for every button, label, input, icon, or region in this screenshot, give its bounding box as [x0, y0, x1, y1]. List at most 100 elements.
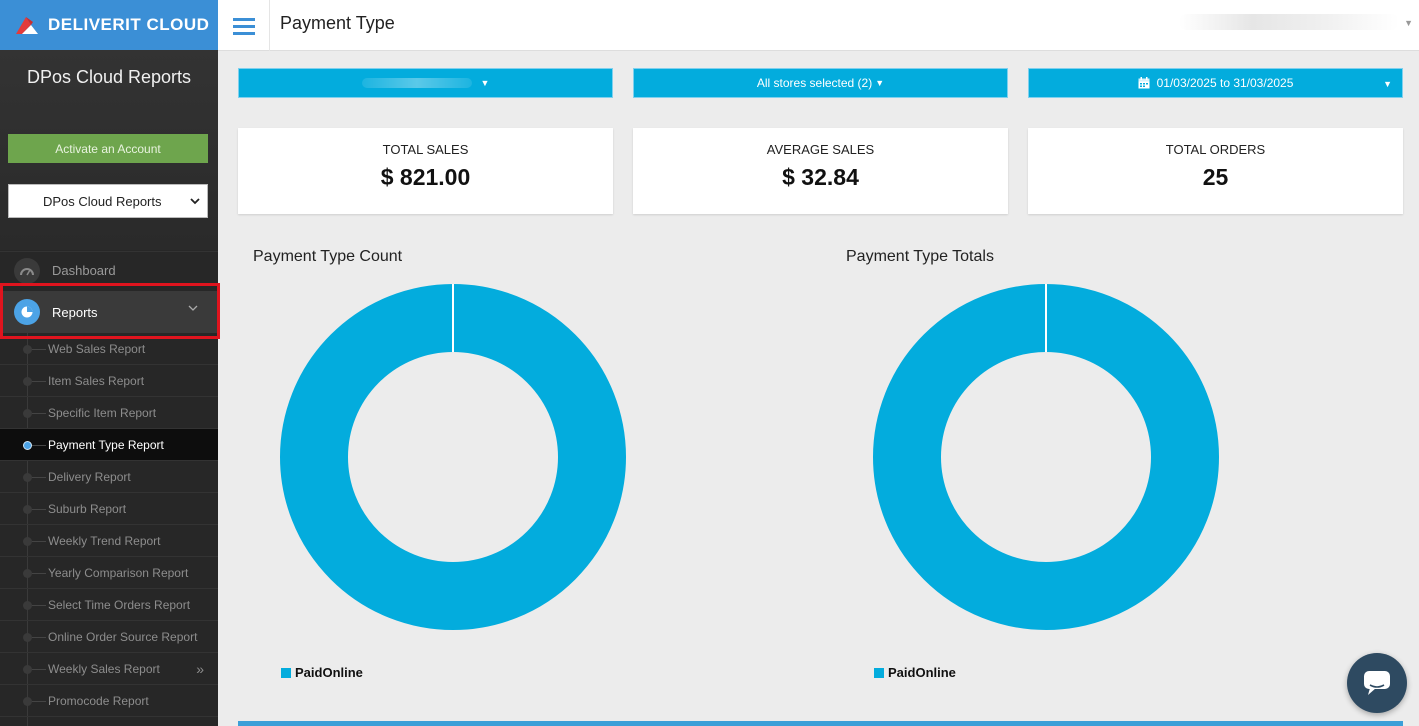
sidebar-subitem-label: Select Time Orders Report — [48, 597, 191, 612]
chevron-down-icon — [188, 305, 198, 311]
sidebar-subitem-label: Online Order Source Report — [48, 629, 198, 644]
total-orders-label: TOTAL ORDERS — [1165, 142, 1266, 157]
average-sales-label: AVERAGE SALES — [766, 142, 875, 157]
sidebar-subitem[interactable]: Web Sales Report — [0, 333, 218, 365]
bottom-accent-bar — [238, 721, 1403, 726]
total-orders-value: 25 — [1202, 164, 1229, 190]
sidebar-subitem[interactable]: Yearly Comparison Report — [0, 557, 218, 589]
sidebar-subitem[interactable]: Select Time Orders Report — [0, 589, 218, 621]
legend-swatch — [874, 667, 884, 678]
chevron-down-icon — [190, 198, 200, 205]
double-chevron-right-icon[interactable]: » — [196, 661, 204, 677]
account-filter-value — [361, 78, 472, 88]
chevron-down-icon: ▼ — [875, 78, 885, 88]
payment-type-totals-legend[interactable]: PaidOnline — [874, 665, 956, 680]
account-select-value: DPos Cloud Reports — [43, 193, 162, 209]
legend-label: PaidOnline — [888, 665, 956, 680]
date-range-value: 01/03/2025 to 31/03/2025 — [1156, 76, 1294, 90]
dashboard-gauge-icon — [14, 257, 40, 284]
sidebar-subitem[interactable]: Weekly Sales Report » — [0, 653, 218, 685]
payment-type-count-legend[interactable]: PaidOnline — [281, 665, 363, 680]
sidebar-subitem[interactable]: Suburb Report — [0, 493, 218, 525]
sidebar-subitem[interactable]: Delivery Report — [0, 461, 218, 493]
sidebar-subitem-label: Item Sales Report — [48, 373, 145, 388]
sidebar-subitem[interactable]: Weekly Trend Report — [0, 525, 218, 557]
sidebar-subitem-label: Promocode Report — [48, 693, 149, 708]
submenu-connector — [32, 477, 46, 478]
brand-bar[interactable]: DELIVERIT CLOUD — [0, 0, 218, 50]
account-select[interactable]: DPos Cloud Reports — [8, 184, 208, 218]
donut-slice[interactable] — [873, 284, 1219, 630]
hamburger-menu-icon[interactable] — [218, 0, 270, 51]
page-title: Payment Type — [280, 13, 395, 33]
sidebar-subitem-label: Weekly Sales Report — [48, 661, 160, 676]
total-sales-card: TOTAL SALES $ 821.00 — [238, 128, 613, 214]
submenu-connector — [32, 637, 46, 638]
donut-slice[interactable] — [280, 284, 626, 630]
sidebar-subitem[interactable]: Item Sales Report — [0, 365, 218, 397]
store-filter-dropdown[interactable]: All stores selected (2) ▼ — [633, 68, 1008, 98]
chevron-down-icon: ▼ — [1383, 79, 1392, 89]
activate-account-button[interactable]: Activate an Account — [8, 134, 208, 163]
submenu-dot-icon — [23, 345, 32, 354]
chevron-down-icon: ▼ — [480, 78, 490, 88]
sidebar-subitem-label: Delivery Report — [48, 469, 131, 484]
submenu-dot-icon — [23, 441, 32, 450]
calendar-icon — [1138, 77, 1150, 89]
sidebar-subitem-label: Payment Type Report — [48, 437, 164, 452]
user-menu[interactable] — [1179, 14, 1399, 30]
sidebar-subitem-label: Web Sales Report — [48, 341, 146, 356]
submenu-dot-icon — [23, 377, 32, 386]
chevron-down-icon[interactable]: ▼ — [1404, 18, 1413, 28]
payment-type-count-title: Payment Type Count — [253, 248, 403, 265]
average-sales-card: AVERAGE SALES $ 32.84 — [633, 128, 1008, 214]
sidebar-header: DPos Cloud Reports Activate an Account D… — [0, 50, 218, 250]
submenu-dot-icon — [23, 505, 32, 514]
sidebar-subitem-label: Yearly Comparison Report — [48, 565, 189, 580]
sidebar-subitem[interactable]: Online Order Source Report — [0, 621, 218, 653]
average-sales-value: $ 32.84 — [782, 164, 859, 190]
total-orders-card: TOTAL ORDERS 25 — [1028, 128, 1403, 214]
sidebar-title: DPos Cloud Reports — [26, 67, 192, 87]
submenu-dot-icon — [23, 697, 32, 706]
submenu-connector — [32, 381, 46, 382]
submenu-connector — [32, 445, 46, 446]
submenu-dot-icon — [23, 569, 32, 578]
total-sales-label: TOTAL SALES — [382, 142, 469, 157]
pie-chart-icon — [14, 299, 40, 325]
submenu-connector — [32, 701, 46, 702]
submenu-connector — [32, 669, 46, 670]
submenu-connector — [32, 541, 46, 542]
chat-button[interactable] — [1347, 653, 1407, 713]
sidebar-subitem[interactable]: Promocode Report — [0, 685, 218, 717]
sidebar-subitem-label: Specific Item Report — [48, 405, 157, 420]
submenu-dot-icon — [23, 601, 32, 610]
submenu-connector — [32, 349, 46, 350]
submenu-connector — [32, 509, 46, 510]
submenu-dot-icon — [23, 537, 32, 546]
payment-type-totals-donut[interactable] — [871, 282, 1221, 632]
brand-name: DELIVERIT CLOUD — [48, 15, 210, 34]
submenu-connector-line — [27, 333, 28, 726]
submenu-dot-icon — [23, 409, 32, 418]
submenu-connector — [32, 573, 46, 574]
sidebar-subitem[interactable]: Payment Type Report — [0, 429, 218, 461]
deliverit-logo-icon — [16, 17, 38, 34]
nav-dashboard[interactable]: Dashboard — [0, 251, 218, 289]
nav-reports[interactable]: Reports — [0, 291, 218, 333]
submenu-dot-icon — [23, 665, 32, 674]
sidebar-subitem-label: Weekly Trend Report — [48, 533, 161, 548]
submenu-connector — [32, 413, 46, 414]
payment-type-count-donut[interactable] — [278, 282, 628, 632]
topbar: Payment Type ▼ — [218, 0, 1419, 51]
total-sales-value: $ 821.00 — [380, 164, 471, 190]
nav-reports-label: Reports — [52, 304, 98, 320]
account-filter-dropdown[interactable]: ▼ — [238, 68, 613, 98]
submenu-connector — [32, 605, 46, 606]
sidebar-subitem-label: Suburb Report — [48, 501, 127, 516]
submenu-dot-icon — [23, 633, 32, 642]
submenu-dot-icon — [23, 473, 32, 482]
sidebar-subitem[interactable]: Specific Item Report — [0, 397, 218, 429]
date-range-picker[interactable]: 01/03/2025 to 31/03/2025 ▼ — [1028, 68, 1403, 98]
chat-icon — [1364, 671, 1390, 695]
